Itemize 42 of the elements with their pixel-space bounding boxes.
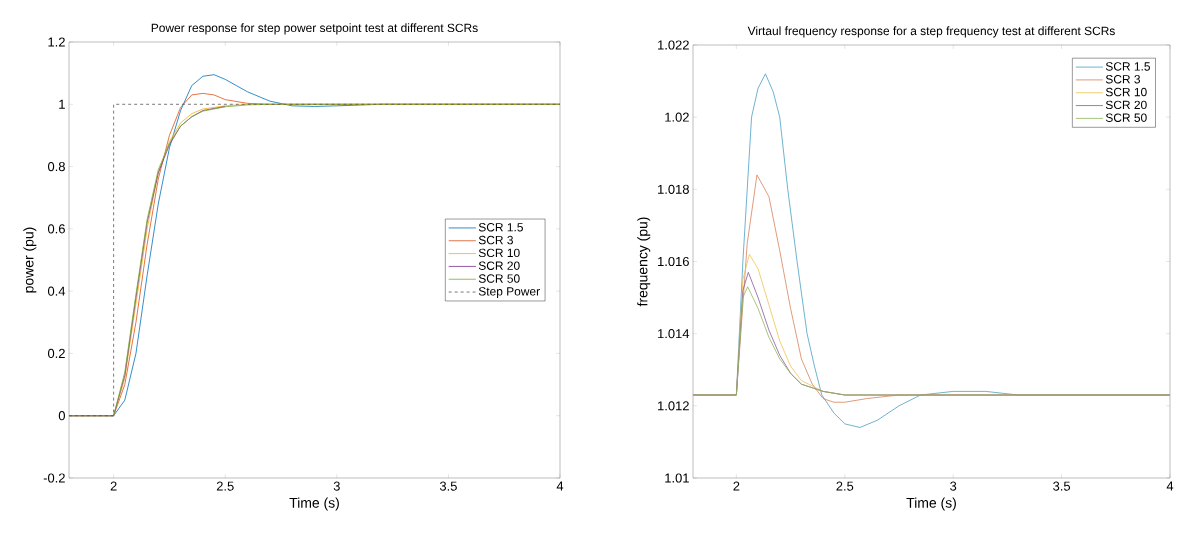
y-tick-label: 1.012 bbox=[658, 401, 689, 411]
x-tick-label: 2 bbox=[733, 481, 740, 491]
y-tick-label: 1.2 bbox=[48, 37, 65, 47]
legend-label: SCR 10 bbox=[1105, 87, 1147, 97]
legend-label: SCR 20 bbox=[478, 261, 520, 270]
x-tick-label: 2 bbox=[110, 481, 117, 491]
legend-label: SCR 1.5 bbox=[1105, 62, 1150, 71]
y-tick-label: 0.4 bbox=[47, 286, 66, 296]
x-tick-label: 3.5 bbox=[1053, 481, 1071, 491]
y-tick-label: 1.014 bbox=[658, 329, 690, 339]
y-tick-label: 0 bbox=[58, 411, 65, 421]
y-tick-label: 1.016 bbox=[658, 256, 689, 267]
x-tick-label: 3 bbox=[333, 481, 340, 491]
x-tick-label: 3.5 bbox=[439, 481, 457, 491]
legend-label: SCR 3 bbox=[478, 235, 513, 245]
legend-label: SCR 20 bbox=[1105, 100, 1147, 110]
chart-title: Virtaul frequency response for a step frequency test at different SCRs bbox=[747, 26, 1115, 38]
y-tick-label: 1.018 bbox=[658, 184, 689, 194]
y-tick-label: 0.8 bbox=[47, 161, 65, 172]
legend-label: SCR 10 bbox=[478, 248, 520, 258]
legend-label: SCR 3 bbox=[1105, 75, 1141, 84]
y-tick-label: 1.022 bbox=[658, 40, 689, 50]
x-tick-label: 2.5 bbox=[216, 481, 234, 491]
y-tick-label: -0.2 bbox=[43, 473, 65, 483]
x-axis-title: Time (s) bbox=[289, 497, 339, 511]
x-tick-label: 3 bbox=[950, 481, 957, 491]
y-axis-title: frequency (pu) bbox=[637, 217, 651, 307]
legend-label: SCR 50 bbox=[478, 274, 520, 283]
legend-label: SCR 1.5 bbox=[478, 223, 523, 232]
legend-label: SCR 50 bbox=[1105, 113, 1147, 122]
x-tick-label: 4 bbox=[556, 481, 564, 491]
y-tick-label: 1.01 bbox=[665, 473, 689, 483]
y-tick-label: 1.02 bbox=[665, 112, 689, 122]
x-tick-label: 4 bbox=[1166, 481, 1174, 491]
x-axis-title: Time (s) bbox=[906, 497, 956, 511]
y-tick-label: 1 bbox=[59, 99, 65, 109]
y-tick-label: 0.2 bbox=[47, 348, 65, 359]
chart-title: Power response for step power setpoint test at different SCRs bbox=[151, 23, 478, 35]
legend-label: Step Power bbox=[478, 287, 540, 298]
y-axis-title: power (pu) bbox=[23, 227, 37, 293]
y-tick-label: 0.6 bbox=[47, 224, 65, 234]
x-tick-label: 2.5 bbox=[836, 481, 854, 491]
